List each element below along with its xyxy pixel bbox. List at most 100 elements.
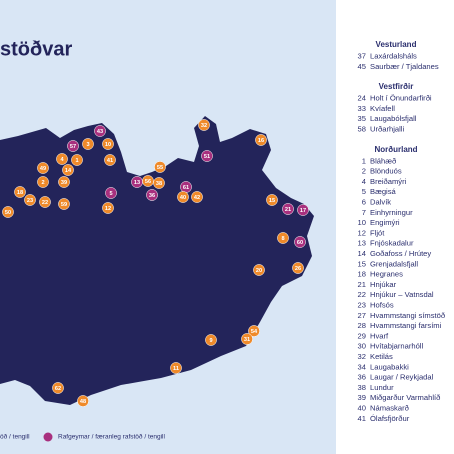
- station-name: Einhyrningur: [370, 208, 413, 217]
- station-marker: [248, 325, 260, 337]
- station-marker: [241, 333, 253, 345]
- station-name: Fljót: [370, 228, 385, 237]
- station-marker: [191, 191, 203, 203]
- station-marker: [102, 202, 114, 214]
- station-number: 37: [358, 52, 366, 61]
- station-marker: [102, 138, 114, 150]
- station-number: 27: [358, 311, 366, 320]
- station-name: Urðarhjalli: [370, 125, 404, 134]
- station-name: Engimýri: [370, 218, 400, 227]
- station-number: 56: [145, 179, 151, 185]
- station-marker: [297, 204, 309, 216]
- station-name: Holt í Önundarfirði: [370, 94, 432, 103]
- station-name: Dalvík: [370, 198, 391, 207]
- station-name: Hvammstangi farsími: [370, 321, 442, 330]
- station-number: 38: [156, 181, 162, 187]
- station-number: 11: [173, 366, 179, 372]
- station-name: Hnjúkar: [370, 280, 397, 289]
- station-number: 31: [244, 337, 250, 343]
- station-number: 24: [358, 94, 366, 103]
- station-number: 28: [358, 321, 366, 330]
- station-marker: [105, 187, 117, 199]
- station-number: 1: [75, 158, 78, 164]
- station-number: 3: [86, 142, 89, 148]
- station-number: 62: [55, 386, 61, 392]
- station-number: 1: [362, 156, 366, 165]
- station-number: 50: [5, 210, 11, 216]
- station-number: 23: [27, 198, 33, 204]
- station-number: 32: [358, 352, 366, 361]
- station-marker: [282, 203, 294, 215]
- station-marker: [37, 162, 49, 174]
- station-name: Breiðamýri: [370, 177, 407, 186]
- station-number: 43: [97, 129, 103, 135]
- station-number: 4: [60, 157, 64, 163]
- station-name: Bláhæð: [370, 156, 396, 165]
- station-number: 22: [358, 290, 366, 299]
- station-name: Blönduós: [370, 167, 402, 176]
- station-number: 58: [358, 125, 366, 134]
- station-marker: [154, 161, 166, 173]
- station-number: 16: [258, 138, 264, 144]
- station-name: Hnjúkur – Vatnsdal: [370, 290, 434, 299]
- station-marker: [201, 150, 213, 162]
- station-marker: [94, 125, 106, 137]
- station-marker: [67, 140, 79, 152]
- side-panel: [336, 0, 454, 454]
- station-number: 29: [358, 331, 366, 340]
- station-number: 42: [194, 195, 200, 201]
- station-number: 15: [269, 198, 275, 204]
- station-number: 14: [65, 168, 72, 174]
- station-name: Hvarf: [370, 331, 389, 340]
- station-number: 54: [251, 329, 258, 335]
- island: [0, 116, 314, 405]
- station-marker: [82, 138, 94, 150]
- station-marker: [255, 134, 267, 146]
- station-number: 61: [183, 185, 189, 191]
- station-number: 5: [109, 191, 112, 197]
- station-number: 41: [107, 158, 113, 164]
- station-number: 51: [204, 154, 210, 160]
- station-marker: [77, 395, 89, 407]
- station-number: 15: [358, 259, 366, 268]
- station-number: 49: [40, 166, 46, 172]
- station-number: 36: [149, 193, 155, 199]
- station-name: Goðafoss / Hrútey: [370, 249, 431, 258]
- station-number: 14: [358, 249, 366, 258]
- region-header: Norðurland: [374, 145, 417, 154]
- station-marker: [266, 194, 278, 206]
- station-number: 10: [358, 218, 366, 227]
- station-number: 8: [281, 236, 284, 242]
- station-number: 45: [358, 62, 366, 71]
- station-number: 30: [358, 342, 366, 351]
- station-name: Grenjadalsfjall: [370, 259, 418, 268]
- station-number: 2: [41, 180, 44, 186]
- station-number: 10: [105, 142, 111, 148]
- station-number: 39: [61, 180, 67, 186]
- station-number: 5: [362, 187, 366, 196]
- station-marker: [294, 236, 306, 248]
- station-marker: [104, 154, 116, 166]
- station-marker: [56, 153, 68, 165]
- station-name: Laugar / Reykjadal: [370, 373, 434, 382]
- station-marker: [71, 154, 83, 166]
- station-number: 13: [358, 239, 366, 248]
- station-number: 21: [358, 280, 366, 289]
- station-marker: [277, 232, 289, 244]
- station-name: Laxárdalsháls: [370, 52, 417, 61]
- station-name: Laugabólsfjall: [370, 114, 417, 123]
- title: stöðvar: [0, 38, 72, 60]
- station-number: 21: [285, 207, 291, 213]
- station-name: Ketilás: [370, 352, 393, 361]
- station-number: 59: [61, 202, 67, 208]
- station-name: Hvammstangi símstöð: [370, 311, 445, 320]
- station-name: Lundur: [370, 383, 394, 392]
- station-number: 13: [134, 180, 140, 186]
- station-number: 48: [80, 399, 86, 405]
- station-number: 12: [105, 206, 111, 212]
- station-number: 20: [256, 268, 262, 274]
- station-number: 40: [180, 195, 186, 201]
- station-number: 17: [300, 208, 306, 214]
- station-number: 35: [358, 114, 366, 123]
